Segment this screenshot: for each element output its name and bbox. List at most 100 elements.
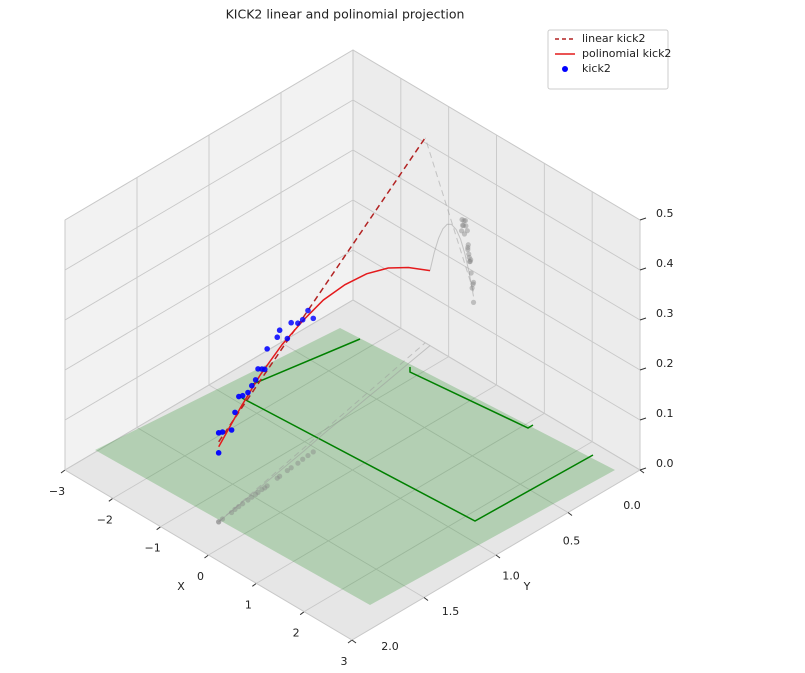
z-tick-label: 0.4 <box>656 257 674 270</box>
point-shadow <box>465 242 471 248</box>
grid-line <box>280 342 569 513</box>
grid-line <box>64 99 354 271</box>
point-shadow <box>284 467 290 474</box>
point-shadow <box>262 485 268 491</box>
z-tick <box>639 267 647 271</box>
x-tick-label: −1 <box>145 542 161 555</box>
point-shadow <box>288 465 294 471</box>
point-shadow <box>249 494 255 500</box>
axis-labels: KICK2 linear and polinomial projection X… <box>177 7 530 594</box>
point-shadow <box>240 501 246 507</box>
point-shadow <box>463 223 469 229</box>
legend-label: polinomial kick2 <box>582 47 671 60</box>
grid-line <box>352 299 641 471</box>
z-tick <box>639 367 647 371</box>
y-tick-label: 0.5 <box>563 534 581 547</box>
point-shadow <box>236 503 242 510</box>
point-shadow <box>470 279 477 285</box>
z-tick-label: 0.5 <box>656 207 674 220</box>
point-shadow <box>469 285 475 291</box>
legend-label: linear kick2 <box>582 32 645 45</box>
court-line <box>252 338 361 385</box>
point-shadow <box>216 519 222 525</box>
point <box>248 382 255 389</box>
point <box>252 377 259 383</box>
point <box>232 409 238 416</box>
x-tick-label: −2 <box>97 513 113 526</box>
y-tick <box>351 639 357 644</box>
point <box>288 319 294 326</box>
x-tick <box>252 582 257 587</box>
field <box>95 328 615 605</box>
point-shadow <box>467 258 473 265</box>
legend: linear kick2 polinomial kick2 kick2 <box>547 29 671 90</box>
x-tick-label: 1 <box>245 598 252 611</box>
legend-symbol <box>562 66 568 72</box>
point <box>305 307 311 314</box>
y-axis-label: Y <box>523 580 531 593</box>
y-tick <box>639 469 645 474</box>
point <box>239 392 246 399</box>
point-shadow <box>277 473 283 479</box>
grid-line <box>352 99 641 271</box>
point-shadow <box>255 489 261 495</box>
chart-title: KICK2 linear and polinomial projection <box>226 7 465 22</box>
point-shadow <box>468 257 474 263</box>
x-tick <box>108 497 114 502</box>
y-tick-label: 1.0 <box>502 570 520 583</box>
x-tick <box>60 469 66 474</box>
point-shadow <box>259 486 265 493</box>
z-tick-label: 0.1 <box>656 407 674 420</box>
y-tick-label: 2.0 <box>381 640 399 653</box>
grid-line <box>352 149 641 321</box>
grid-line <box>208 384 497 556</box>
legend-label: kick2 <box>582 62 611 75</box>
point-shadow <box>461 218 467 224</box>
point <box>261 366 268 373</box>
point-shadow <box>245 497 251 503</box>
point-shadow <box>465 244 471 251</box>
point-shadow <box>459 217 465 223</box>
court-line <box>409 367 534 429</box>
x-tick-label: 3 <box>341 655 348 668</box>
z-tick <box>639 417 647 421</box>
line-shadow <box>218 342 426 523</box>
axes-panes: −3 −2 −1 0 1 2 3 0.0 0.5 1.0 1.5 2.0 0.0 0.1 0.2 0.3 0.4… <box>49 49 674 668</box>
grid-line <box>64 299 354 471</box>
x-tick <box>347 639 353 644</box>
grid-line <box>64 49 354 221</box>
point-shadow <box>232 506 238 512</box>
x-tick <box>299 611 305 616</box>
point-shadow <box>464 228 470 234</box>
y-tick-label: 0.0 <box>623 499 641 512</box>
grid-line <box>64 249 354 421</box>
point <box>299 316 306 323</box>
legend-box <box>547 29 669 90</box>
point-shadow <box>219 516 226 522</box>
point-shadow <box>467 259 473 265</box>
point-shadow <box>461 231 468 237</box>
point <box>284 335 291 342</box>
y-tick <box>495 554 501 559</box>
point <box>264 346 270 352</box>
line-shadow <box>429 223 474 297</box>
point-shadow <box>300 456 306 462</box>
point-shadow <box>310 449 316 455</box>
y-tick-label: 1.5 <box>442 605 460 618</box>
grid-line <box>64 149 354 321</box>
grid-line <box>64 199 354 371</box>
grid-line <box>64 469 353 641</box>
line-shadow <box>424 137 474 292</box>
grid-line <box>352 49 641 221</box>
point-shadow <box>466 254 472 260</box>
x-tick <box>156 526 161 531</box>
grid-line <box>136 427 425 598</box>
z-tick <box>639 467 647 471</box>
z-tick-label: 0.3 <box>656 307 674 320</box>
point-shadow <box>470 299 477 305</box>
point-shadow <box>458 228 465 234</box>
x-tick-label: 0 <box>197 570 204 583</box>
point-shadow <box>466 251 472 257</box>
point-shadow <box>216 519 222 525</box>
